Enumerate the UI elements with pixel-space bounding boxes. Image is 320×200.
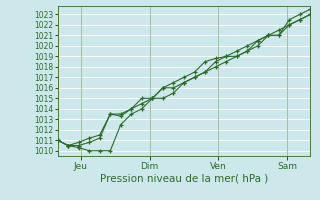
X-axis label: Pression niveau de la mer( hPa ): Pression niveau de la mer( hPa ) xyxy=(100,173,268,183)
